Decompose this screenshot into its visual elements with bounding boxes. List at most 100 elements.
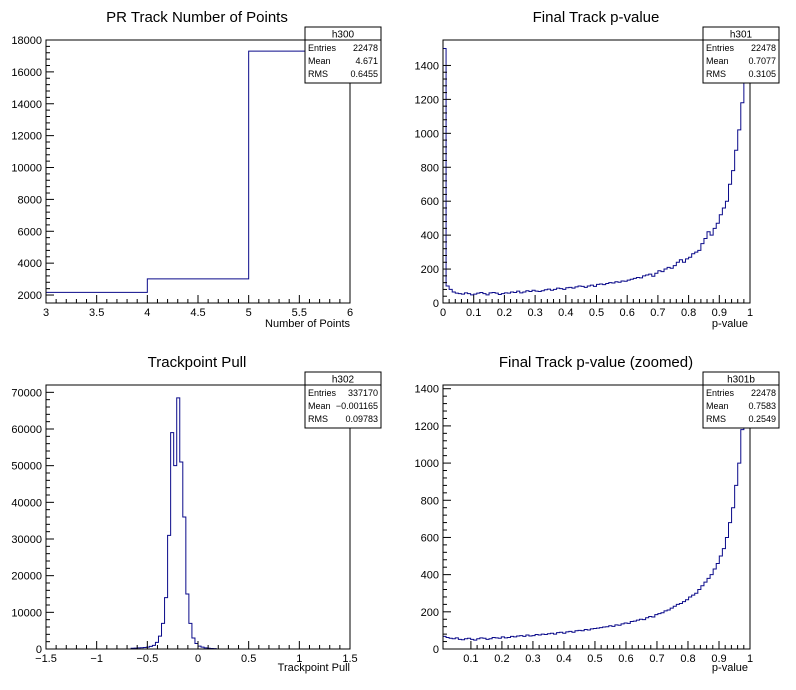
x-tick-label: 1.5 bbox=[342, 653, 357, 665]
stats-box-name: h300 bbox=[332, 30, 355, 41]
x-tick-label: 6 bbox=[347, 307, 353, 319]
histogram-bin bbox=[603, 627, 606, 649]
histogram-bin bbox=[692, 595, 695, 649]
y-tick-label: 6000 bbox=[18, 226, 42, 238]
x-tick-label: 3 bbox=[43, 307, 49, 319]
histogram-bin bbox=[544, 634, 547, 649]
histogram-bin bbox=[621, 624, 624, 649]
histogram-bin bbox=[713, 228, 716, 303]
x-axis-label: p-value bbox=[712, 662, 748, 674]
x-tick-label: 0 bbox=[195, 653, 201, 665]
histogram-bin bbox=[646, 618, 649, 649]
histogram-bin bbox=[741, 430, 744, 649]
stats-label: RMS bbox=[706, 414, 726, 424]
y-tick-label: 4000 bbox=[18, 258, 42, 270]
histogram-bin bbox=[738, 463, 741, 649]
histogram-bin bbox=[661, 613, 664, 649]
y-tick-label: 800 bbox=[421, 162, 439, 174]
stats-value: 0.2549 bbox=[748, 414, 776, 424]
stats-label: RMS bbox=[308, 414, 328, 424]
stats-box-name: h302 bbox=[332, 375, 355, 386]
histogram-bin bbox=[643, 620, 646, 649]
histogram-bin bbox=[566, 632, 569, 649]
stats-label: Mean bbox=[706, 401, 729, 411]
histogram-bin bbox=[578, 630, 581, 649]
histogram-bin bbox=[511, 636, 514, 649]
histogram-line bbox=[46, 397, 350, 650]
stats-value: 0.3105 bbox=[748, 69, 776, 79]
x-tick-label: −1.5 bbox=[35, 653, 57, 665]
x-tick-label: 0.3 bbox=[525, 653, 540, 665]
y-tick-label: 800 bbox=[421, 495, 439, 507]
histogram-bin bbox=[667, 267, 670, 303]
stats-value: −0.001165 bbox=[336, 401, 378, 411]
x-tick-label: 1 bbox=[296, 653, 302, 665]
chart-title: Trackpoint Pull bbox=[148, 354, 247, 371]
histogram-line bbox=[46, 50, 350, 293]
stats-box-frame bbox=[702, 26, 780, 84]
histogram-bin bbox=[701, 586, 704, 649]
x-tick-label: 0.8 bbox=[681, 307, 696, 319]
histogram-bin bbox=[698, 250, 701, 303]
stats-value: 4.671 bbox=[355, 56, 378, 66]
histogram-bin bbox=[670, 268, 673, 303]
stats-label: RMS bbox=[706, 69, 726, 79]
histogram-bin bbox=[732, 171, 735, 303]
y-tick-label: 1000 bbox=[415, 458, 439, 470]
y-tick-label: 2000 bbox=[18, 290, 42, 302]
x-tick-label: 5 bbox=[246, 307, 252, 319]
stats-value: 337170 bbox=[348, 388, 378, 398]
histogram-bin bbox=[744, 398, 747, 649]
y-tick-label: 8000 bbox=[18, 194, 42, 206]
histogram-bin bbox=[725, 201, 728, 303]
histogram-bin bbox=[707, 232, 710, 303]
stats-box-frame bbox=[702, 371, 780, 429]
histogram-bin bbox=[627, 623, 630, 649]
y-tick-label: 12000 bbox=[11, 131, 42, 143]
chart-title: Final Track p-value (zoomed) bbox=[499, 354, 693, 371]
stats-box-name: h301 bbox=[730, 30, 753, 41]
histogram-bin bbox=[560, 632, 563, 649]
x-tick-label: 0.3 bbox=[527, 307, 542, 319]
histogram-bin bbox=[732, 508, 735, 649]
histogram-bin bbox=[673, 606, 676, 649]
stats-box-frame bbox=[304, 371, 382, 429]
stats-value: 0.6455 bbox=[350, 69, 378, 79]
y-tick-label: 30000 bbox=[11, 534, 42, 546]
y-tick-label: 16000 bbox=[11, 67, 42, 79]
stats-value: 0.09783 bbox=[345, 414, 378, 424]
chart-title: PR Track Number of Points bbox=[106, 9, 288, 26]
histogram-bin bbox=[646, 275, 649, 303]
x-tick-label: 3.5 bbox=[89, 307, 104, 319]
histogram-bin bbox=[689, 597, 692, 649]
histogram-bin bbox=[744, 74, 747, 303]
y-tick-label: 400 bbox=[421, 570, 439, 582]
histogram-bin bbox=[177, 398, 180, 649]
y-tick-label: 40000 bbox=[11, 497, 42, 509]
y-tick-label: 0 bbox=[433, 298, 439, 310]
histogram-bin bbox=[670, 608, 673, 649]
histogram-bin bbox=[658, 614, 661, 649]
histogram-bin bbox=[449, 638, 452, 649]
x-tick-label: 0.4 bbox=[556, 653, 571, 665]
histogram-bin bbox=[492, 637, 495, 649]
x-tick-label: 0.1 bbox=[466, 307, 481, 319]
stats-box-name: h301b bbox=[727, 375, 755, 386]
histogram-bin bbox=[652, 276, 655, 303]
histogram-bin bbox=[158, 636, 161, 649]
histogram-line bbox=[443, 388, 750, 641]
histogram-bin bbox=[189, 623, 192, 649]
y-tick-label: 0 bbox=[36, 644, 42, 656]
histogram-bin bbox=[738, 130, 741, 303]
histogram-bin bbox=[547, 634, 550, 649]
histogram-bin bbox=[523, 636, 526, 649]
histogram-bin bbox=[636, 620, 639, 649]
y-tick-label: 1200 bbox=[415, 94, 439, 106]
histogram-bin bbox=[183, 517, 186, 649]
y-tick-label: 50000 bbox=[11, 461, 42, 473]
histogram-bin bbox=[667, 610, 670, 649]
x-tick-label: 0.6 bbox=[620, 307, 635, 319]
histogram-bin bbox=[701, 244, 704, 303]
chart-title: Final Track p-value bbox=[533, 9, 660, 26]
